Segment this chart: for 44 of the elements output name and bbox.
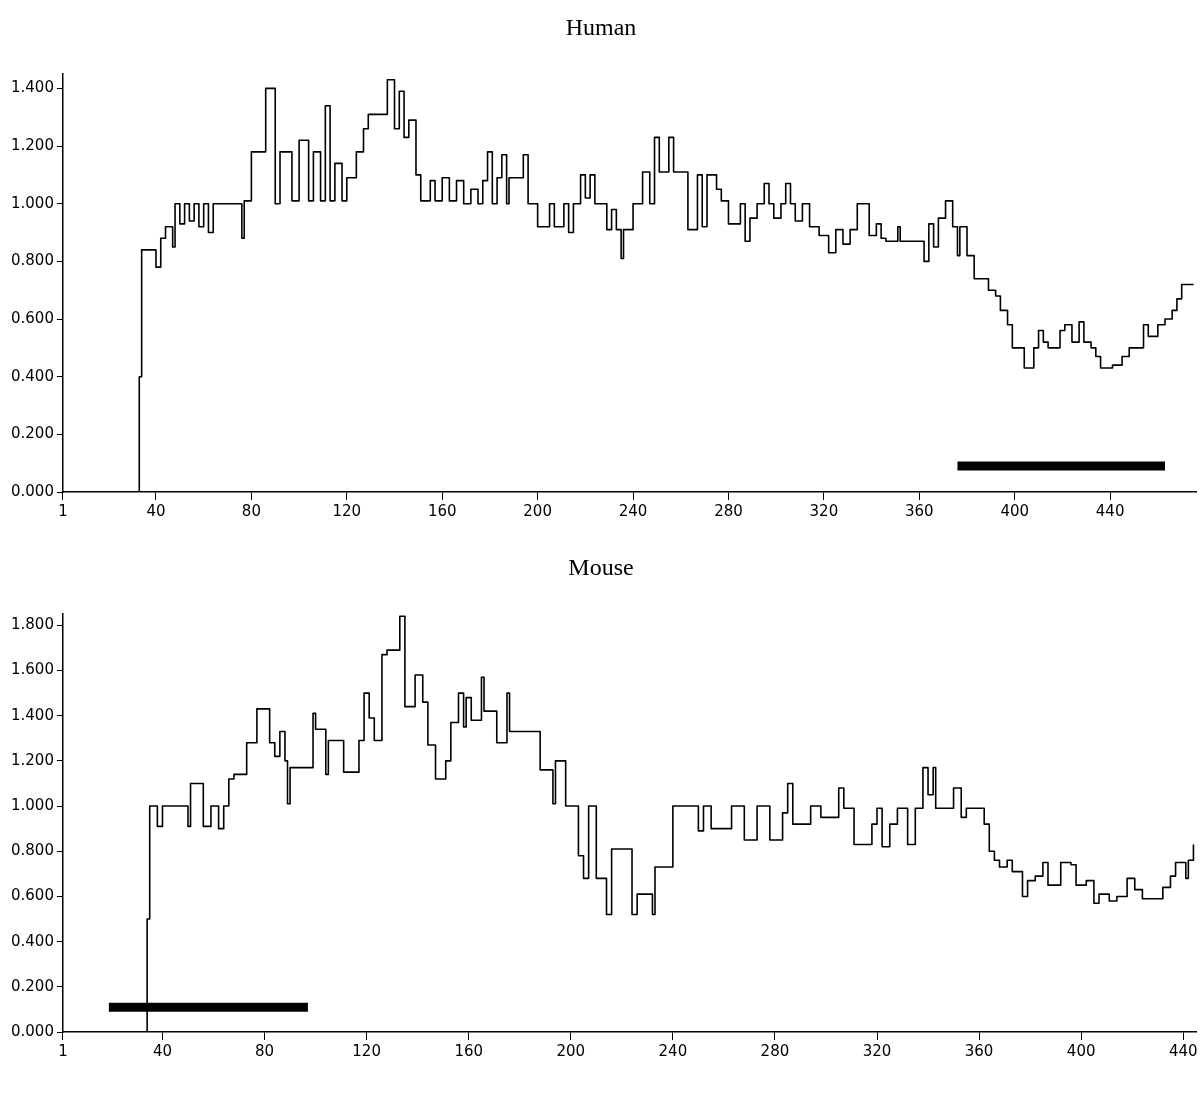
- x-tick-label: 360: [964, 1041, 994, 1060]
- x-tick-label: 240: [658, 1041, 688, 1060]
- y-tick-label: 0.000: [10, 481, 54, 500]
- y-tick-label: 0.600: [10, 308, 54, 327]
- y-tick-label: 0.000: [10, 1021, 54, 1040]
- x-tick-label: 280: [714, 501, 743, 520]
- x-tick-label: 1: [58, 501, 68, 520]
- x-tick-label: 200: [523, 501, 552, 520]
- y-tick-label: 0.600: [10, 886, 54, 905]
- y-tick-label: 0.800: [10, 251, 54, 270]
- x-tick-label: 120: [332, 501, 362, 520]
- x-tick-label: 400: [1000, 501, 1030, 520]
- x-tick-label: 280: [760, 1041, 790, 1060]
- x-tick-label: 400: [1066, 1041, 1096, 1060]
- chart-title: Human: [564, 14, 638, 41]
- x-tick-label: 160: [427, 501, 457, 520]
- x-tick-label: 40: [146, 501, 166, 520]
- x-tick-label: 440: [1168, 1041, 1198, 1060]
- y-tick-label: 1.200: [10, 135, 54, 154]
- x-tick-label: 320: [862, 1041, 892, 1060]
- x-tick-label: 200: [556, 1041, 586, 1060]
- y-tick-label: 1.000: [10, 795, 54, 814]
- chart-title: Mouse: [567, 554, 635, 581]
- x-tick-label: 160: [454, 1041, 484, 1060]
- y-tick-label: 1.400: [10, 78, 54, 97]
- y-tick-label: 1.800: [10, 615, 54, 634]
- x-tick-label: 320: [809, 501, 839, 520]
- y-tick-label: 0.400: [10, 366, 54, 385]
- x-tick-label: 40: [152, 1041, 173, 1060]
- y-tick-label: 1.600: [10, 660, 54, 679]
- x-tick-label: 80: [255, 1041, 275, 1060]
- y-tick-label: 0.200: [10, 976, 54, 995]
- x-tick-label: 360: [904, 501, 934, 520]
- y-tick-label: 0.400: [10, 931, 54, 950]
- y-tick-label: 0.800: [10, 841, 54, 860]
- y-tick-label: 1.200: [10, 750, 54, 769]
- y-tick-label: 1.000: [10, 193, 54, 212]
- x-tick-label: 1: [58, 1041, 68, 1060]
- x-tick-label: 80: [241, 501, 261, 520]
- x-tick-label: 240: [618, 501, 648, 520]
- y-tick-label: 1.400: [10, 705, 54, 724]
- x-tick-label: 440: [1095, 501, 1125, 520]
- y-tick-label: 0.200: [10, 424, 54, 443]
- x-tick-label: 120: [352, 1041, 381, 1060]
